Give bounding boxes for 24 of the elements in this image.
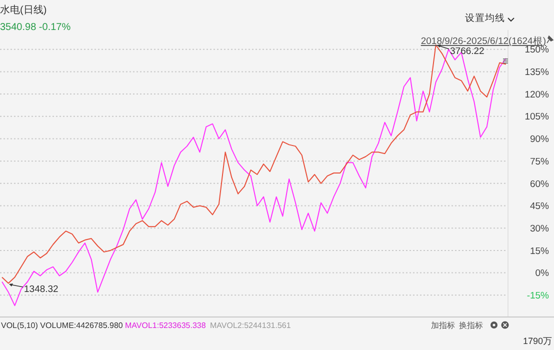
text: 加指标 — [431, 321, 455, 330]
y-tick-label: 60% — [530, 178, 550, 190]
annotation: 3766.22 — [450, 46, 484, 57]
y-tick-label: 15% — [530, 246, 550, 257]
y-tick-label: 150% — [524, 44, 550, 56]
y-tick-label: -15% — [526, 290, 550, 302]
y-tick-label: 75% — [530, 156, 550, 168]
text: MAVOL2:5244131.561 — [210, 321, 292, 330]
text: VOL(5,10) VOLUME:4426785.980 — [1, 321, 124, 330]
y-tick-label: 105% — [524, 112, 550, 123]
y-tick-label: 135% — [524, 67, 550, 78]
text: 换指标 — [459, 321, 483, 330]
y-tick-label: 45% — [530, 201, 550, 212]
text: MAVOL1:5233635.338 — [125, 321, 206, 330]
y-tick-label: 0% — [535, 268, 550, 280]
y-tick-label: 120% — [524, 89, 550, 100]
annotation: 2018/9/26-2025/6/12(1624根) — [420, 35, 546, 47]
chart-title: 水电(日线) — [0, 4, 47, 16]
y-tick-label: 90% — [530, 134, 550, 146]
annotation: 1348.32 — [24, 284, 58, 295]
text: 设置均线 — [465, 12, 505, 24]
chart-subtitle: 3540.98 -0.17% — [0, 22, 71, 33]
text: 1790万 — [522, 336, 552, 346]
y-tick-label: 30% — [530, 223, 550, 234]
